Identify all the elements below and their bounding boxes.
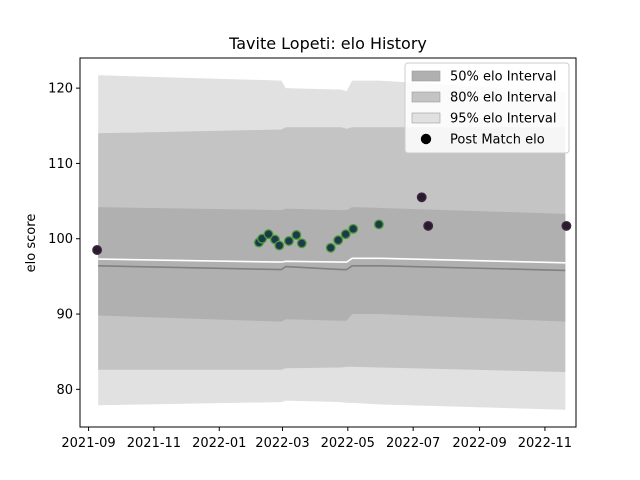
post-match-elo-point bbox=[423, 220, 434, 231]
post-match-elo-point bbox=[373, 219, 384, 230]
post-match-elo-point bbox=[263, 229, 274, 240]
x-tick-label: 2022-03 bbox=[255, 436, 309, 451]
median-line bbox=[98, 265, 566, 272]
legend-label: 95% elo Interval bbox=[450, 112, 557, 127]
post-match-elo-point bbox=[561, 220, 572, 231]
legend-swatch bbox=[411, 70, 441, 82]
legend-label: Post Match elo bbox=[450, 133, 545, 148]
post-match-elo-point bbox=[325, 242, 336, 253]
x-tick-label: 2021-11 bbox=[127, 436, 181, 451]
y-tick-label: 120 bbox=[48, 82, 73, 97]
post-match-elo-point bbox=[333, 235, 344, 246]
post-match-elo-point bbox=[416, 192, 427, 203]
x-tick-label: 2022-11 bbox=[518, 436, 572, 451]
mean-line bbox=[98, 257, 566, 264]
post-match-elo-point bbox=[274, 240, 285, 251]
plot-area: 2021-09 2021-11 2022-01 2022-03 2022-05 2022-… bbox=[48, 57, 577, 451]
plot-frame bbox=[79, 57, 577, 428]
x-tick-label: 2021-09 bbox=[61, 436, 115, 451]
legend-label: 50% elo Interval bbox=[450, 70, 557, 85]
legend-marker bbox=[420, 133, 432, 145]
post-match-elo-point bbox=[296, 238, 307, 249]
x-tick-label: 2022-09 bbox=[452, 436, 506, 451]
post-match-elo-point bbox=[92, 245, 103, 255]
post-match-elo-point bbox=[291, 230, 302, 240]
x-tick-label: 2022-01 bbox=[192, 436, 246, 451]
y-tick-label: 110 bbox=[48, 157, 73, 172]
y-tick-label: 80 bbox=[56, 383, 73, 398]
y-axis-label: elo score bbox=[24, 214, 39, 273]
x-tick-label: 2022-05 bbox=[321, 436, 375, 451]
post-match-elo-point bbox=[283, 236, 294, 246]
legend-swatch bbox=[411, 112, 441, 124]
band-50-interval bbox=[98, 207, 566, 322]
post-match-elo-point bbox=[340, 229, 351, 240]
x-tick-label: 2022-07 bbox=[386, 436, 440, 451]
legend-box bbox=[404, 62, 570, 154]
legend: 50% elo Interval 80% elo Interval 95% elo … bbox=[404, 62, 570, 154]
legend-label: 80% elo Interval bbox=[450, 91, 557, 106]
legend-swatch bbox=[411, 91, 441, 103]
y-tick-label: 90 bbox=[56, 308, 73, 323]
post-match-elo-point bbox=[348, 223, 359, 234]
y-tick-label: 100 bbox=[48, 232, 73, 247]
chart-title: Tavite Lopeti: elo History bbox=[228, 34, 427, 53]
